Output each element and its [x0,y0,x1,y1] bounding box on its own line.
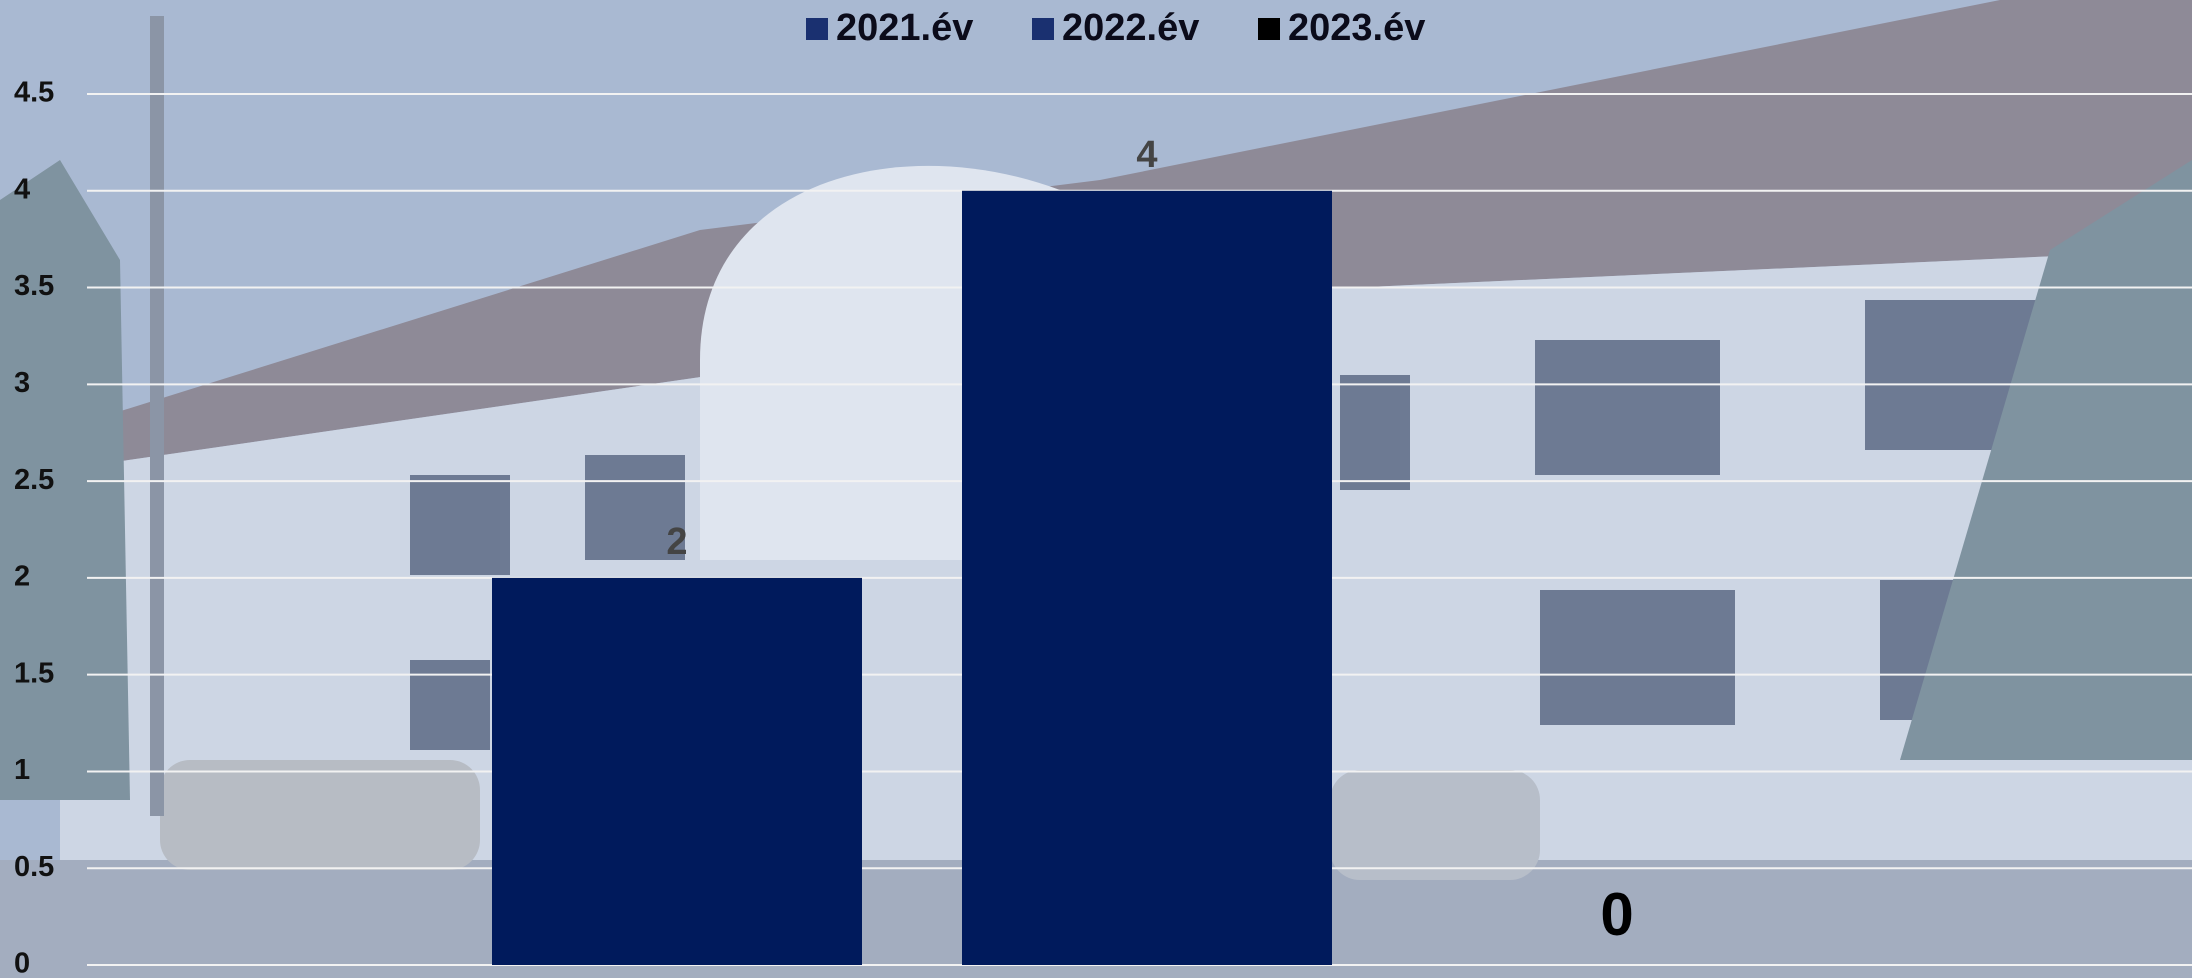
legend-marker [1032,18,1054,40]
y-tick-label: 4 [14,173,30,205]
y-tick-label: 0 [14,948,30,978]
y-tick-label: 3.5 [14,270,54,302]
bar [492,578,862,965]
legend-marker [806,18,828,40]
value-label: 2 [666,521,687,563]
legend-marker [1258,18,1280,40]
y-tick-label: 2.5 [14,464,54,496]
y-tick-label: 1.5 [14,657,54,689]
y-tick-label: 2 [14,561,30,593]
value-label: 0 [1600,881,1633,948]
chart: 0 0.5 1 1.5 2 2.5 3 3.5 4 4.5 2 4 0 2021.év 2022.év 202… [0,0,2192,978]
bar [962,191,1332,965]
legend-label: 2022.év [1062,7,1199,49]
legend-label: 2023.év [1288,7,1425,49]
value-label: 4 [1136,134,1157,176]
y-tick-label: 4.5 [14,77,54,109]
y-tick-label: 0.5 [14,851,54,883]
y-tick-label: 3 [14,367,30,399]
y-tick-label: 1 [14,754,30,786]
legend-label: 2021.év [836,7,973,49]
